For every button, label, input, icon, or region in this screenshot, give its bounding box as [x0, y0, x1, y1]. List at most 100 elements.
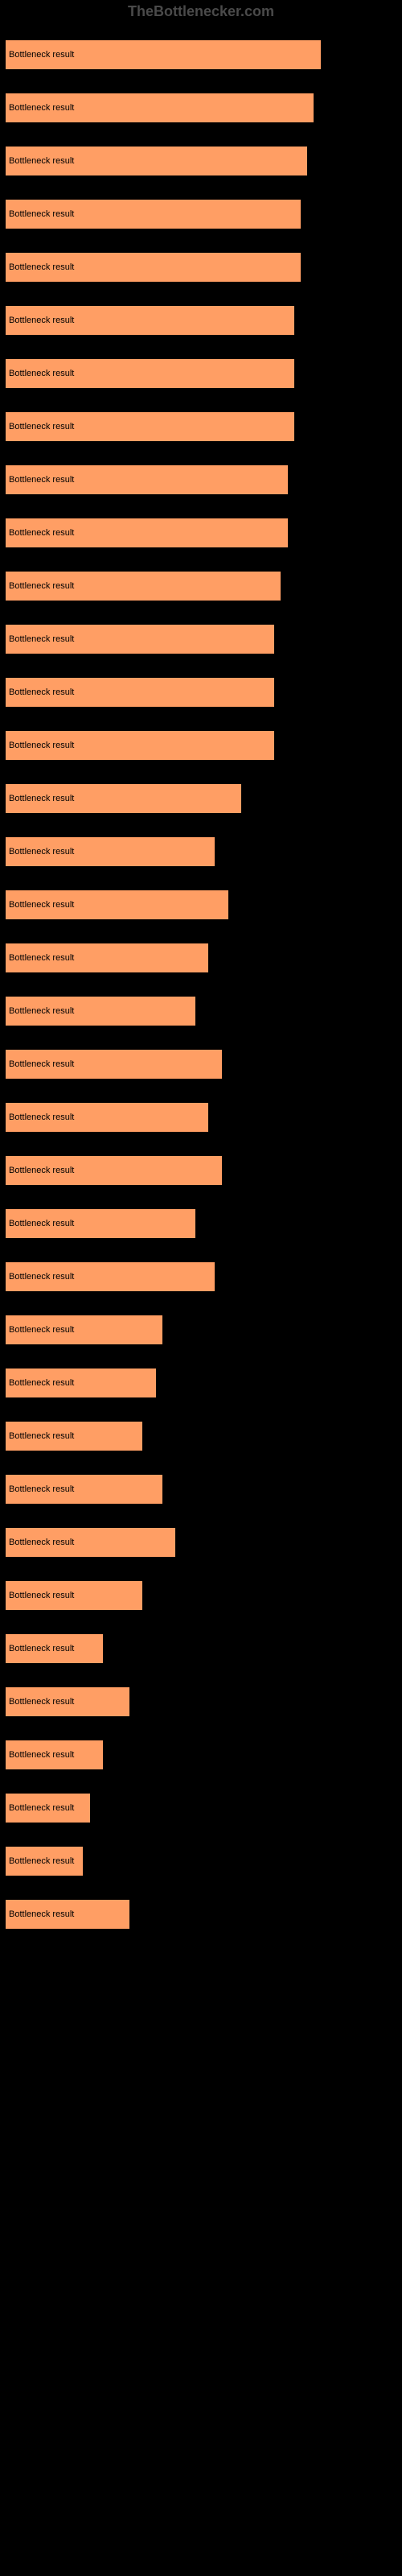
chart-row: Bottleneck result31 % [5, 931, 397, 973]
bar-inner-label: Bottleneck result [9, 369, 74, 378]
chart-row: Bottleneck result13 % [5, 1781, 397, 1823]
bar-percent-label: 21 % [146, 1431, 166, 1441]
chart-row: Bottleneck result 41 % [5, 719, 397, 761]
bar-wrap: Bottleneck result42 % [5, 571, 397, 601]
bottleneck-bar: Bottleneck result [5, 1315, 163, 1345]
row-combo-label [5, 400, 397, 410]
chart-row: Bottleneck result45 % [5, 241, 397, 283]
bottleneck-bar: Bottleneck result [5, 890, 229, 920]
bar-inner-label: Bottleneck result [9, 634, 74, 644]
bar-percent-label: 19 % [133, 1697, 154, 1707]
bar-percent-label: 34 % [232, 900, 252, 910]
chart-row: Bottleneck result15 % [5, 1622, 397, 1664]
bottleneck-bar: Bottleneck result [5, 624, 275, 654]
bar-inner-label: Bottleneck result [9, 741, 74, 750]
chart-row: Bottleneck result41 % [5, 613, 397, 654]
watermark-text: TheBottlenecker.com [0, 3, 402, 20]
bar-wrap: Bottleneck result29 % [5, 996, 397, 1026]
chart-row: Bottleneck result 19 % [5, 1675, 397, 1717]
bar-inner-label: Bottleneck result [9, 1750, 74, 1760]
bar-percent-label: 33 % [226, 1059, 246, 1069]
bottleneck-bar: Bottleneck result [5, 411, 295, 442]
chart-row: Bottleneck result44 % [5, 400, 397, 442]
bottleneck-bar: Bottleneck result [5, 1686, 130, 1717]
bar-wrap: Bottleneck result32 % [5, 836, 397, 867]
bottleneck-bar: Bottleneck result [5, 1793, 91, 1823]
bottleneck-bar: Bottleneck result [5, 1368, 157, 1398]
bar-percent-label: 41 % [278, 741, 298, 750]
bar-inner-label: Bottleneck result [9, 1803, 74, 1813]
bar-inner-label: Bottleneck result [9, 528, 74, 538]
bottleneck-bar: Bottleneck result [5, 943, 209, 973]
chart-row: Bottleneck result 44 % [5, 347, 397, 389]
bar-percent-label: 29 % [199, 1006, 219, 1016]
chart-row: Bottleneck result31 % [5, 1091, 397, 1133]
chart-row: Bottleneck result12 % [5, 1835, 397, 1876]
bar-inner-label: Bottleneck result [9, 1538, 74, 1547]
row-combo-label [5, 1569, 397, 1579]
bottleneck-bar: Bottleneck result [5, 677, 275, 708]
bar-wrap: Bottleneck result44 % [5, 305, 397, 336]
row-combo-label [5, 1356, 397, 1366]
bar-percent-label: 44 % [298, 369, 318, 378]
bar-inner-label: Bottleneck result [9, 900, 74, 910]
bar-percent-label: 46 % [311, 156, 331, 166]
row-combo-label [5, 1197, 397, 1207]
bar-inner-label: Bottleneck result [9, 156, 74, 166]
bottleneck-bar: Bottleneck result [5, 1740, 104, 1770]
bar-inner-label: Bottleneck result [9, 953, 74, 963]
row-combo-label [5, 1728, 397, 1738]
bottleneck-bar: Bottleneck result [5, 1580, 143, 1611]
bar-inner-label: Bottleneck result [9, 1272, 74, 1282]
chart-row: Bottleneck result 21 % [5, 1410, 397, 1451]
bar-percent-label: 24 % [166, 1484, 187, 1494]
bottleneck-bar: Bottleneck result [5, 252, 302, 283]
chart-row: Bottleneck result23 % [5, 1356, 397, 1398]
row-combo-label [5, 613, 397, 622]
row-combo-label [5, 1144, 397, 1154]
bar-wrap: Bottleneck result 44 % [5, 358, 397, 389]
bottleneck-bar: Bottleneck result [5, 996, 196, 1026]
bottleneck-bar: Bottleneck result [5, 358, 295, 389]
bar-inner-label: Bottleneck result [9, 581, 74, 591]
bar-wrap: Bottleneck result 21 % [5, 1421, 397, 1451]
chart-row: Bottleneck result33 % [5, 1144, 397, 1186]
bar-wrap: Bottleneck result 48 % [5, 39, 397, 70]
bar-inner-label: Bottleneck result [9, 209, 74, 219]
row-combo-label [5, 1250, 397, 1260]
bar-wrap: Bottleneck result13 % [5, 1793, 397, 1823]
bar-wrap: Bottleneck result47 % [5, 93, 397, 123]
bar-wrap: Bottleneck result 34 % [5, 890, 397, 920]
bar-percent-label: 43 % [292, 528, 312, 538]
row-combo-label [5, 719, 397, 729]
row-combo-label [5, 134, 397, 144]
row-combo-label [5, 1675, 397, 1685]
bar-percent-label: 48 % [325, 50, 345, 60]
bar-wrap: Bottleneck result33 % [5, 1155, 397, 1186]
bar-wrap: Bottleneck result 19 % [5, 1686, 397, 1717]
row-combo-label [5, 347, 397, 357]
bar-percent-label: 45 % [305, 262, 325, 272]
bar-inner-label: Bottleneck result [9, 50, 74, 60]
bar-percent-label: 26 % [179, 1538, 199, 1547]
bar-wrap: Bottleneck result24 % [5, 1474, 397, 1505]
bar-wrap: Bottleneck result12 % [5, 1846, 397, 1876]
bar-wrap: Bottleneck result15 % [5, 1633, 397, 1664]
chart-row: Bottleneck result47 % [5, 81, 397, 123]
bottleneck-bar: Bottleneck result [5, 783, 242, 814]
bar-inner-label: Bottleneck result [9, 1431, 74, 1441]
row-combo-label [5, 878, 397, 888]
bar-wrap: Bottleneck result 46 % [5, 146, 397, 176]
bottleneck-bar: Bottleneck result [5, 1474, 163, 1505]
row-combo-label [5, 931, 397, 941]
bar-inner-label: Bottleneck result [9, 1697, 74, 1707]
bottleneck-bar: Bottleneck result [5, 199, 302, 229]
chart-row: Bottleneck result33 % [5, 1038, 397, 1080]
bottleneck-bar: Bottleneck result [5, 571, 281, 601]
bar-wrap: Bottleneck result32 % [5, 1261, 397, 1292]
chart-row: Bottleneck result32 % [5, 825, 397, 867]
row-combo-label [5, 1516, 397, 1525]
bar-inner-label: Bottleneck result [9, 422, 74, 431]
row-combo-label [5, 1463, 397, 1472]
bar-inner-label: Bottleneck result [9, 847, 74, 857]
